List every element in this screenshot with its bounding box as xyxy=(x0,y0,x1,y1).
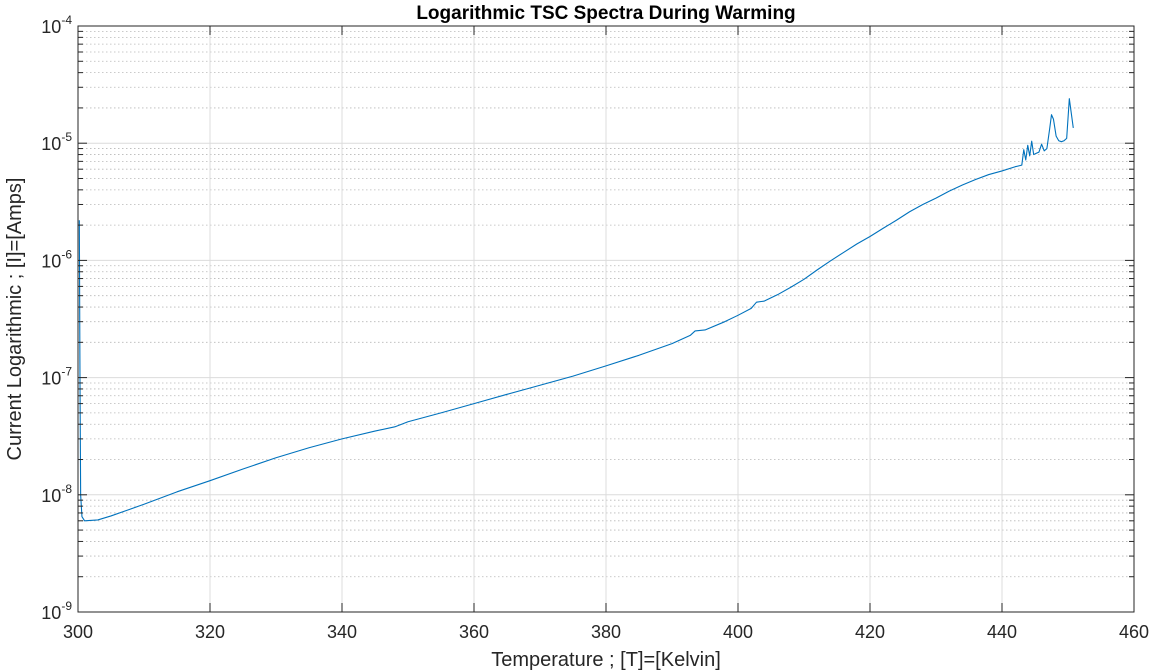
chart-title: Logarithmic TSC Spectra During Warming xyxy=(416,3,795,24)
y-tick-label: 10-8 xyxy=(41,482,72,506)
x-tick-label: 320 xyxy=(195,622,225,642)
y-tick-label: 10-7 xyxy=(41,365,72,389)
y-tick-label: 10-6 xyxy=(41,247,72,271)
x-tick-labels: 300 320 340 360 380 400 420 440 460 xyxy=(63,622,1149,642)
y-axis-label: Current Logarithmic ; [I]=[Amps] xyxy=(4,178,26,461)
x-tick-label: 460 xyxy=(1119,622,1149,642)
x-tick-label: 380 xyxy=(591,622,621,642)
series-layer xyxy=(78,98,1074,522)
y-tick-marks xyxy=(78,25,1134,613)
x-axis-label: Temperature ; [T]=[Kelvin] xyxy=(491,649,721,671)
x-tick-label: 340 xyxy=(327,622,357,642)
x-tick-label: 300 xyxy=(63,622,93,642)
series-line xyxy=(78,98,1074,522)
x-tick-marks xyxy=(77,26,1135,612)
y-tick-label: 10-9 xyxy=(41,599,72,623)
x-tick-label: 360 xyxy=(459,622,489,642)
y-tick-label: 10-4 xyxy=(41,13,72,37)
x-tick-label: 420 xyxy=(855,622,885,642)
y-tick-labels: 10-9 10-8 10-7 10-6 10-5 10-4 xyxy=(41,13,72,623)
y-tick-label: 10-5 xyxy=(41,130,72,154)
x-tick-label: 440 xyxy=(987,622,1017,642)
x-tick-label: 400 xyxy=(723,622,753,642)
